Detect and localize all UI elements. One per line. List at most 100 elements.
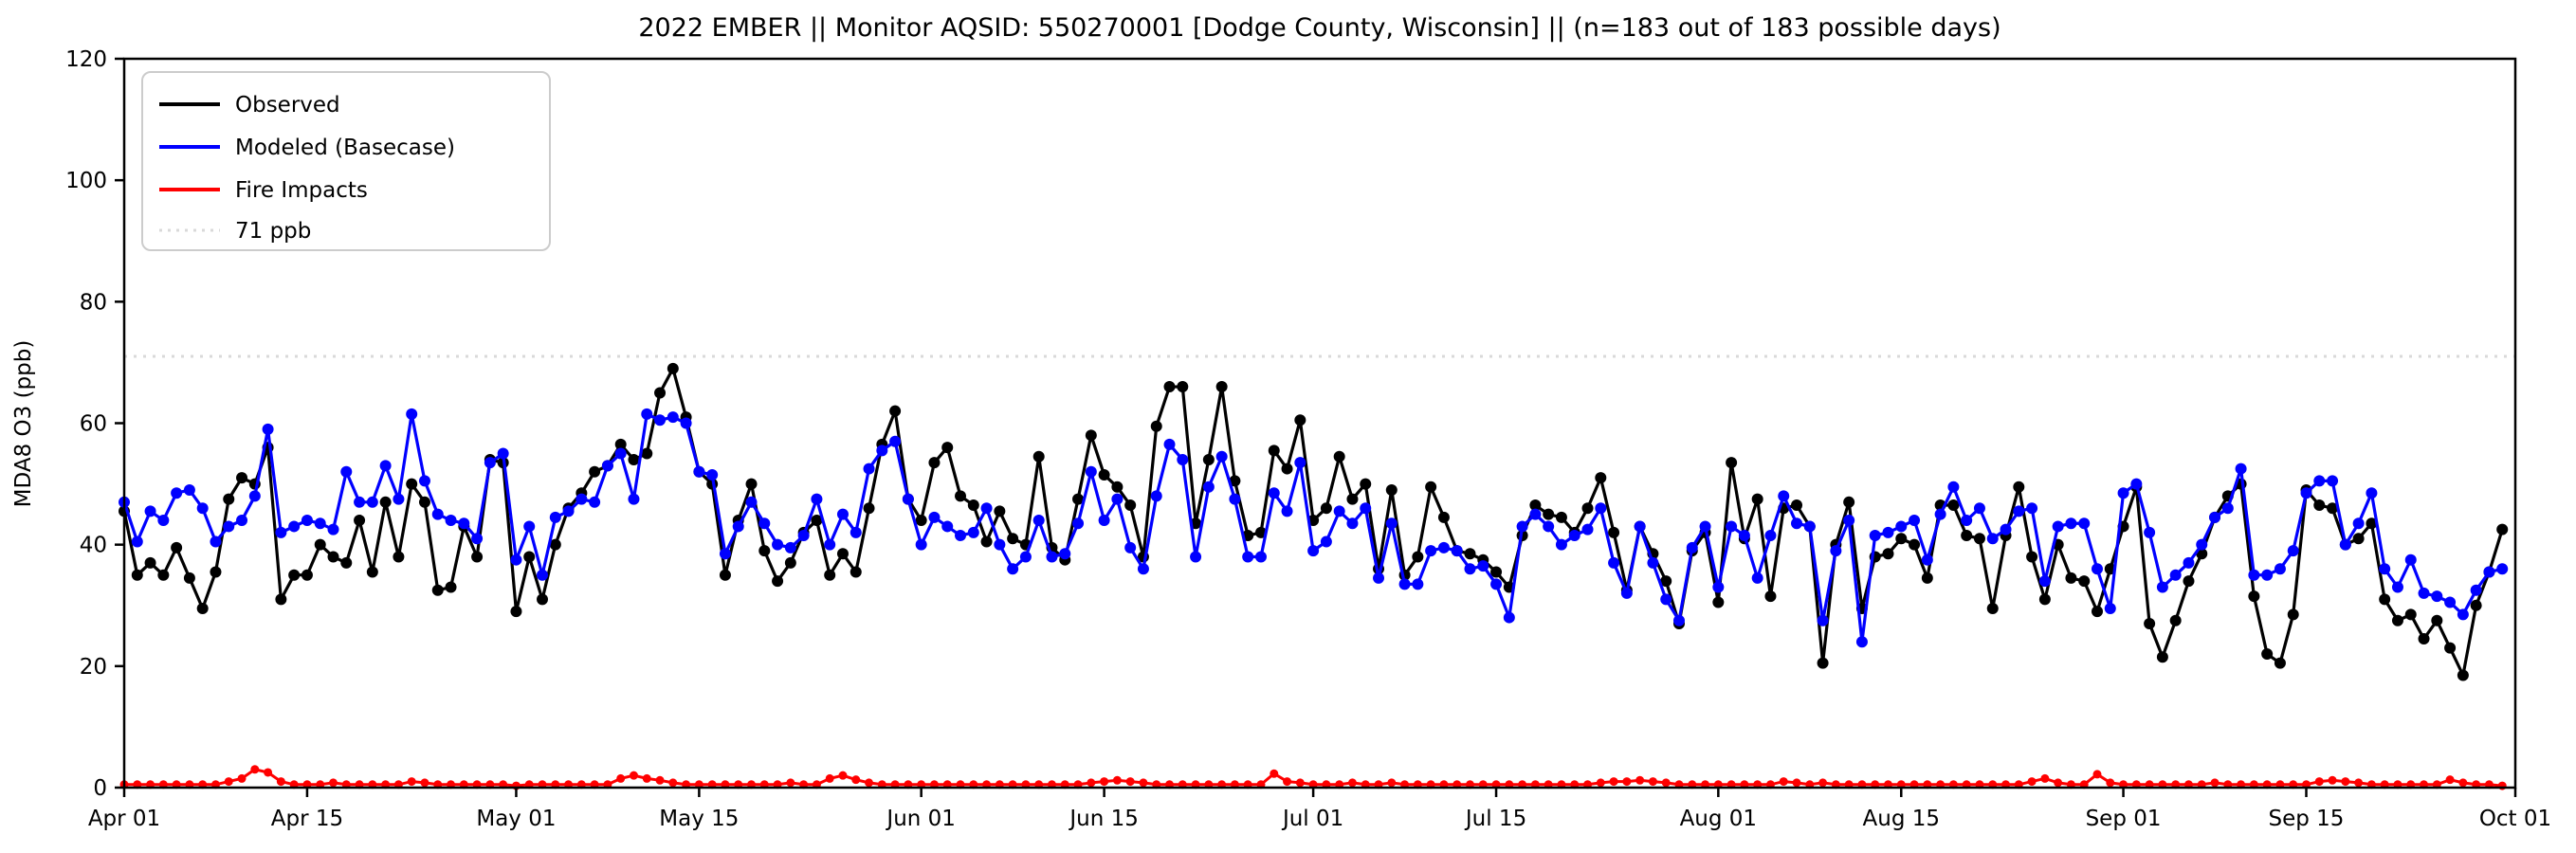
data-point — [1150, 420, 1162, 432]
data-point — [1555, 511, 1567, 523]
data-point — [510, 606, 522, 618]
data-point — [629, 771, 638, 780]
data-point — [889, 435, 902, 447]
data-point — [144, 556, 156, 569]
x-tick-label: May 15 — [659, 807, 739, 831]
data-point — [1307, 545, 1320, 557]
data-point — [1686, 541, 1698, 554]
data-point — [941, 442, 954, 454]
data-point — [1973, 533, 1985, 545]
data-point — [667, 411, 679, 424]
data-point — [329, 778, 338, 788]
data-point — [1961, 515, 1973, 527]
data-point — [183, 483, 195, 496]
data-point — [131, 569, 143, 581]
data-point — [1921, 554, 1933, 566]
data-point — [562, 505, 575, 517]
data-point — [1087, 778, 1096, 788]
data-point — [1412, 578, 1424, 590]
data-point — [2038, 593, 2051, 606]
data-point — [1895, 533, 1908, 545]
data-point — [327, 551, 339, 563]
legend-box — [141, 71, 551, 251]
data-point — [642, 773, 651, 783]
data-point — [824, 538, 836, 551]
data-point — [2444, 596, 2457, 608]
data-point — [824, 569, 836, 581]
data-point — [1764, 590, 1777, 603]
data-point — [1202, 453, 1215, 465]
x-tick-label: Apr 01 — [88, 807, 160, 831]
data-point — [224, 777, 233, 787]
data-point — [1792, 778, 1801, 788]
data-point — [1909, 515, 1921, 527]
y-tick-label: 20 — [80, 655, 107, 680]
data-point — [1398, 578, 1411, 590]
data-point — [655, 775, 665, 785]
data-point — [275, 593, 287, 606]
data-point — [301, 515, 313, 527]
data-point — [250, 765, 260, 774]
data-point — [2366, 487, 2378, 499]
data-point — [1098, 468, 1110, 481]
data-point — [811, 493, 823, 505]
data-point — [732, 520, 744, 533]
data-point — [2261, 569, 2274, 581]
y-tick-label: 120 — [65, 47, 107, 72]
data-point — [772, 538, 784, 551]
data-point — [668, 778, 678, 788]
data-point — [1986, 602, 1999, 614]
data-point — [2457, 608, 2469, 621]
data-point — [1817, 614, 1829, 626]
data-point — [379, 496, 392, 508]
data-point — [784, 541, 796, 554]
data-point — [2026, 502, 2038, 515]
data-point — [1202, 481, 1215, 493]
data-point — [784, 556, 796, 569]
data-point — [2470, 584, 2482, 596]
data-point — [497, 447, 509, 460]
data-point — [1046, 551, 1058, 563]
data-point — [1270, 769, 1279, 778]
data-point — [2287, 545, 2299, 557]
data-point — [471, 533, 484, 545]
data-point — [1581, 523, 1594, 535]
data-point — [1229, 475, 1241, 487]
data-point — [2013, 481, 2025, 493]
data-point — [850, 566, 862, 578]
data-point — [418, 496, 430, 508]
x-tick-label: Aug 01 — [1680, 807, 1758, 831]
data-point — [1791, 517, 1803, 530]
data-point — [1385, 483, 1398, 496]
data-point — [811, 515, 823, 527]
data-point — [1346, 493, 1359, 505]
data-point — [1961, 530, 1973, 542]
data-point — [967, 526, 979, 538]
data-point — [1320, 502, 1332, 515]
data-point — [1608, 526, 1620, 538]
data-point — [340, 465, 353, 478]
data-point — [1100, 777, 1109, 787]
y-tick-label: 100 — [65, 169, 107, 193]
data-point — [745, 478, 758, 490]
data-point — [1818, 778, 1828, 788]
data-point — [865, 778, 874, 788]
data-point — [2169, 614, 2182, 626]
data-point — [420, 778, 429, 788]
data-point — [941, 520, 954, 533]
data-point — [1125, 777, 1135, 787]
data-point — [2183, 575, 2195, 588]
data-point — [2274, 563, 2286, 575]
data-point — [1294, 457, 1306, 469]
data-point — [2000, 523, 2012, 535]
data-point — [196, 502, 209, 515]
data-point — [1699, 520, 1711, 533]
data-point — [2091, 563, 2103, 575]
x-tick-label: Apr 15 — [271, 807, 343, 831]
data-point — [1333, 505, 1345, 517]
data-point — [445, 581, 457, 593]
data-point — [1595, 472, 1607, 484]
data-point — [275, 526, 287, 538]
data-point — [745, 496, 758, 508]
data-point — [2404, 608, 2417, 621]
